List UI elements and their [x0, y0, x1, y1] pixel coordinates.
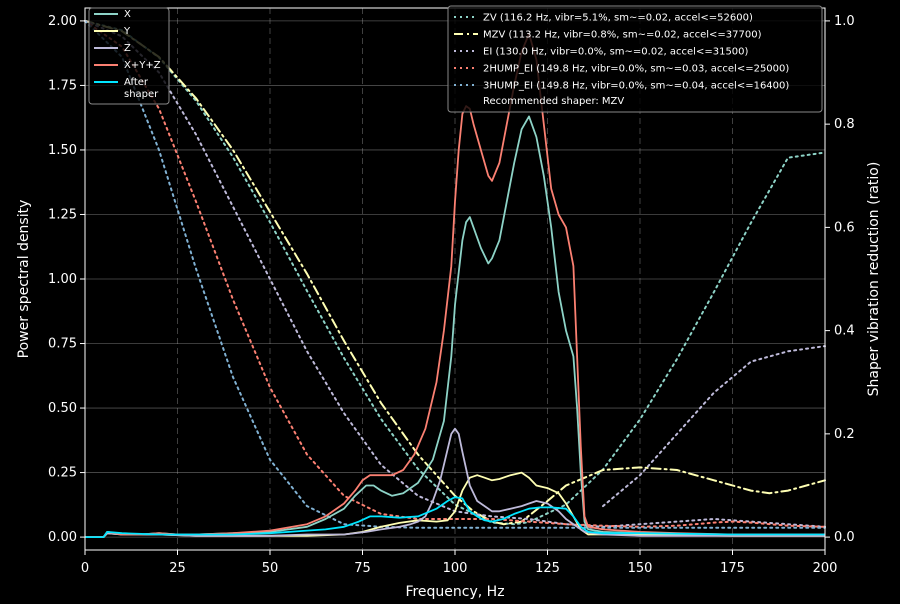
y-tick-label: 0.25: [48, 466, 77, 481]
x-axis-label: Frequency, Hz: [405, 584, 504, 600]
y2-tick-label: 0.4: [834, 324, 855, 339]
y2-axis-label: Shaper vibration reduction (ratio): [866, 162, 882, 397]
legend-shaper-label: 2HUMP_EI (149.8 Hz, vibr=0.0%, sm~=0.03,…: [483, 64, 789, 75]
x-tick-label: 25: [169, 561, 186, 576]
x-tick-label: 175: [720, 561, 745, 576]
shaper-line-5: [602, 345, 826, 508]
shaper-line-4: [84, 19, 826, 529]
y2-tick-label: 0.8: [834, 117, 855, 132]
psd-line-4: [85, 496, 825, 538]
y2-tick-label: 0.0: [834, 530, 855, 545]
y2-tick-label: 0.6: [834, 220, 855, 235]
y-tick-label: 1.00: [48, 272, 77, 287]
psd-line-2: [85, 427, 825, 538]
y2-axis-ticks: 0.0 0.2 0.4 0.6 0.8 1.0: [825, 14, 855, 545]
recommended-shaper-label: Recommended shaper: MZV: [483, 96, 624, 107]
x-tick-label: 125: [535, 561, 560, 576]
x-tick-label: 150: [628, 561, 653, 576]
y-tick-label: 2.00: [48, 14, 77, 29]
legend-psd-label: X: [124, 9, 131, 20]
y-tick-label: 1.50: [48, 143, 77, 158]
legend-psd-label: Y: [123, 26, 131, 37]
legend-shaper-frame: [447, 5, 823, 113]
x-axis-ticks: 0 25 50 75 100 125 150 175 200: [81, 550, 838, 576]
y-tick-label: 0.00: [48, 530, 77, 545]
y-tick-label: 1.25: [48, 207, 77, 222]
shaper-line-3: [84, 19, 826, 528]
y2-tick-label: 1.0: [834, 14, 855, 29]
x-tick-label: 100: [443, 561, 468, 576]
legend-psd-label: shaper: [124, 89, 159, 100]
psd-line-3: [85, 32, 825, 538]
y-tick-label: 1.75: [48, 78, 77, 93]
y-tick-label: 0.50: [48, 401, 77, 416]
psd-lines: [85, 32, 825, 538]
legend-psd-label: After: [124, 77, 149, 88]
x-tick-label: 75: [354, 561, 371, 576]
legend-shaper: ZV (116.2 Hz, vibr=5.1%, sm~=0.02, accel…: [447, 5, 823, 113]
x-tick-label: 0: [81, 561, 89, 576]
legend-shaper-label: 3HUMP_EI (149.8 Hz, vibr=0.0%, sm~=0.04,…: [483, 81, 789, 92]
legend-psd-label: Z: [124, 43, 131, 54]
y-tick-label: 0.75: [48, 337, 77, 352]
x-tick-label: 200: [813, 561, 838, 576]
legend-shaper-label: MZV (113.2 Hz, vibr=0.8%, sm~=0.02, acce…: [483, 30, 762, 41]
y2-tick-label: 0.2: [834, 427, 855, 442]
y-axis-ticks: 0.00 0.25 0.50 0.75 1.00 1.25 1.50 1.75 2.00: [48, 14, 85, 545]
y-axis-label: Power spectral density: [16, 200, 32, 359]
legend-shaper-label: ZV (116.2 Hz, vibr=5.1%, sm~=0.02, accel…: [483, 13, 753, 24]
legend-psd-label: X+Y+Z: [124, 60, 161, 71]
legend-shaper-label: EI (130.0 Hz, vibr=0.0%, sm~=0.02, accel…: [483, 47, 749, 58]
x-tick-label: 50: [262, 561, 279, 576]
